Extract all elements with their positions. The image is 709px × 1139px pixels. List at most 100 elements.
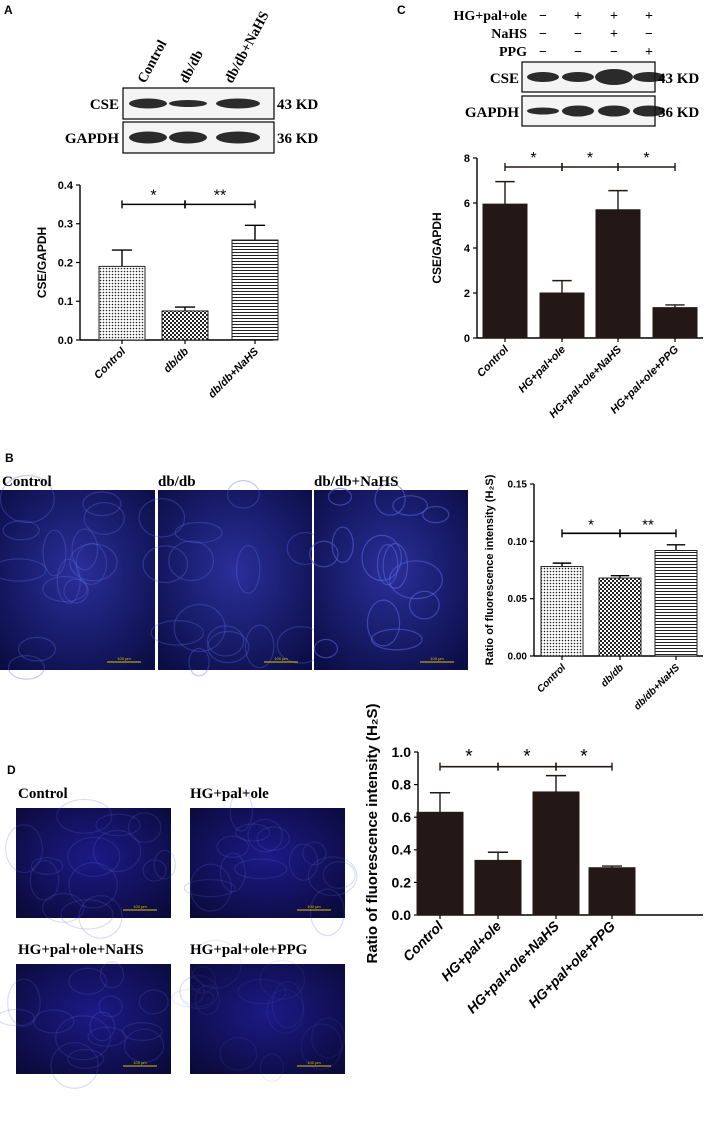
significance-label: **: [642, 516, 654, 533]
cell: [422, 505, 450, 524]
cell: [370, 628, 423, 651]
bar: [598, 577, 642, 657]
cell: [311, 1017, 346, 1059]
sign: −: [539, 27, 547, 42]
band: [129, 131, 167, 144]
cell: [63, 578, 89, 604]
image-title: db/db+NaHS: [314, 474, 398, 490]
cell: [55, 1015, 111, 1061]
cell: [382, 542, 409, 589]
cell: [235, 823, 271, 842]
cell: [87, 1026, 127, 1047]
cell: [247, 818, 283, 853]
bar: [532, 791, 580, 916]
cell: [42, 575, 88, 603]
cell: [288, 843, 319, 881]
cell: [60, 899, 114, 930]
y-tick-label: 0.6: [392, 809, 412, 825]
cell: [0, 474, 55, 524]
micrograph: [0, 490, 155, 670]
cell: [127, 812, 162, 843]
x-tick-label: Control: [475, 343, 512, 380]
significance-label: *: [150, 187, 156, 204]
condition-label: NaHS: [491, 27, 527, 42]
bar: [654, 550, 698, 657]
micrograph: [190, 964, 345, 1074]
scale-label: 100 μm: [133, 1060, 147, 1065]
significance-label: *: [523, 747, 531, 768]
panel-label: B: [5, 451, 14, 465]
sign: −: [539, 9, 547, 24]
sign: −: [610, 45, 618, 60]
cell: [92, 829, 142, 873]
cell: [207, 630, 250, 664]
micrograph: [16, 808, 171, 918]
scale-label: 100 μm: [307, 1060, 321, 1065]
band: [527, 72, 559, 82]
cell: [168, 540, 215, 582]
image-title: Control: [18, 786, 68, 802]
cell: [68, 862, 118, 909]
cell: [366, 599, 401, 647]
cell: [142, 545, 189, 584]
row-label: GAPDH: [465, 105, 519, 121]
cell: [82, 491, 122, 517]
panel-label: A: [4, 3, 13, 17]
condition-label: HG+pal+ole: [453, 9, 527, 24]
bar: [416, 811, 464, 916]
band: [216, 131, 260, 144]
cell: [327, 487, 353, 506]
x-tick-label: db/db+NaHS: [206, 345, 261, 400]
cell: [195, 984, 220, 1016]
band: [129, 98, 167, 109]
y-tick-label: 0.00: [508, 652, 528, 663]
condition-label: PPG: [499, 45, 527, 60]
cell: [392, 495, 428, 516]
cell: [331, 526, 354, 563]
cell: [50, 1042, 99, 1089]
lane-label: Control: [135, 38, 170, 86]
cell: [179, 975, 219, 1010]
cell: [361, 534, 403, 581]
significance-label: *: [580, 747, 588, 768]
cell: [30, 857, 64, 875]
cell: [67, 836, 121, 877]
y-tick-label: 0.3: [58, 219, 73, 231]
scale-label: 100 μm: [274, 656, 288, 661]
y-tick-label: 0.4: [58, 180, 74, 192]
cell: [302, 841, 327, 866]
cell: [2, 520, 40, 541]
cell: [95, 813, 141, 837]
cell: [41, 892, 85, 923]
micrograph: [190, 808, 345, 918]
cell: [259, 959, 306, 1000]
cell: [71, 528, 99, 571]
y-tick-label: 0.0: [392, 907, 412, 923]
cell: [216, 835, 250, 858]
cell: [219, 852, 246, 893]
image-title: HG+pal+ole: [190, 786, 269, 802]
significance-label: **: [214, 187, 226, 204]
band: [633, 72, 665, 82]
band: [527, 107, 559, 115]
image-title: db/db: [158, 474, 196, 490]
cell: [188, 647, 210, 677]
significance-label: *: [587, 150, 593, 167]
y-axis-label: Ratio of fluorescence intensity (H₂S): [484, 474, 496, 665]
cell: [266, 989, 305, 1034]
row-label: CSE: [90, 97, 119, 113]
cell: [173, 603, 226, 653]
y-tick-label: 0.1: [58, 296, 73, 308]
cell: [29, 859, 60, 901]
bar: [474, 859, 522, 916]
significance-label: *: [530, 150, 536, 167]
cell: [89, 1011, 116, 1042]
cell: [138, 989, 169, 1015]
cell: [235, 544, 261, 594]
size-label: 43 KD: [658, 71, 699, 87]
cell: [99, 961, 125, 989]
significance-label: *: [643, 150, 649, 167]
y-tick-label: 8: [464, 153, 470, 165]
cell: [376, 543, 399, 586]
